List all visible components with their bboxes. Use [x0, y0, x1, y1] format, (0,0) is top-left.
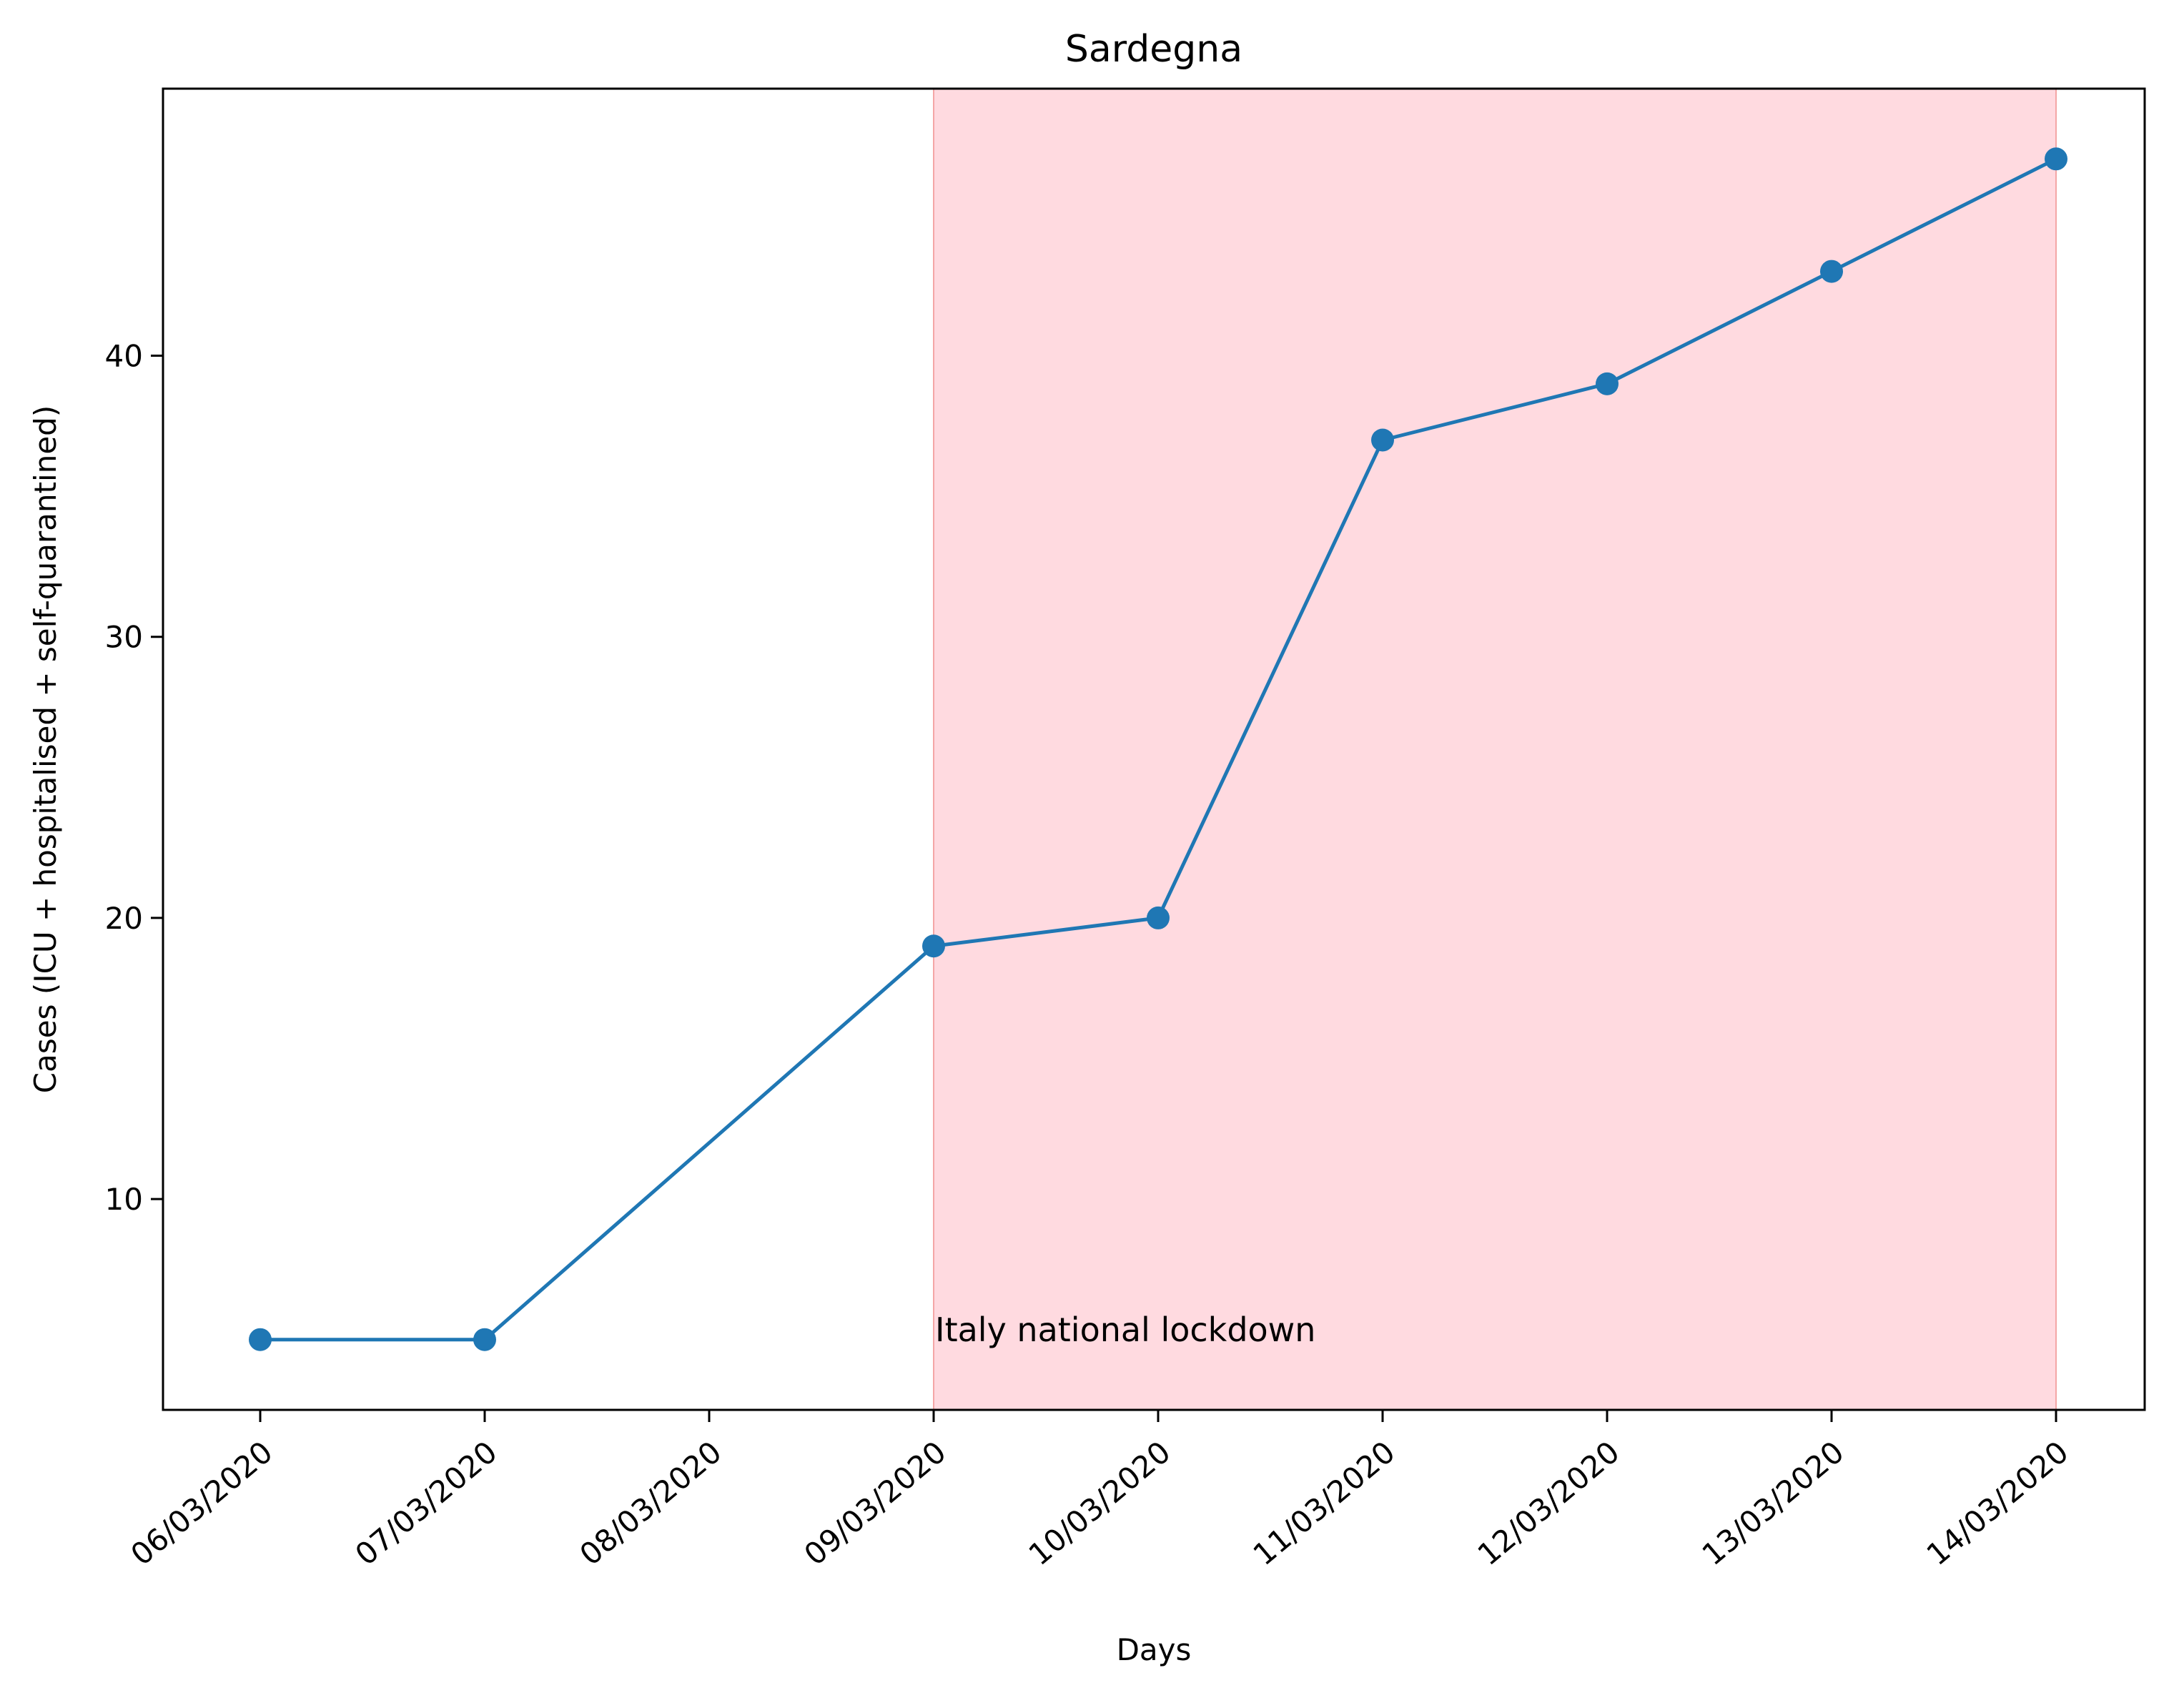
data-point	[1371, 428, 1394, 452]
y-axis: 10 20 30 40	[105, 339, 163, 1217]
y-axis-label: Cases (ICU + hospitalised + self-quarant…	[28, 405, 63, 1093]
y-tick-label: 40	[105, 339, 143, 374]
data-point	[473, 1328, 496, 1351]
chart-title: Sardegna	[1065, 28, 1242, 71]
data-point	[1820, 260, 1843, 283]
y-tick-label: 10	[105, 1182, 143, 1217]
lockdown-region	[934, 89, 2056, 1410]
data-point	[1596, 372, 1619, 395]
y-tick-label: 20	[105, 901, 143, 936]
shade-layer	[933, 89, 2057, 1410]
series-layer	[249, 147, 2067, 1351]
data-point	[1147, 906, 1170, 929]
x-axis-label: Days	[1117, 1632, 1192, 1667]
data-point	[922, 934, 945, 958]
series-line	[260, 157, 2057, 1342]
data-point	[249, 1328, 272, 1351]
data-point	[2045, 147, 2067, 171]
lockdown-annotation: Italy national lockdown	[935, 1310, 1315, 1349]
plot-frame	[162, 87, 2146, 1411]
y-tick-label: 30	[105, 620, 143, 655]
